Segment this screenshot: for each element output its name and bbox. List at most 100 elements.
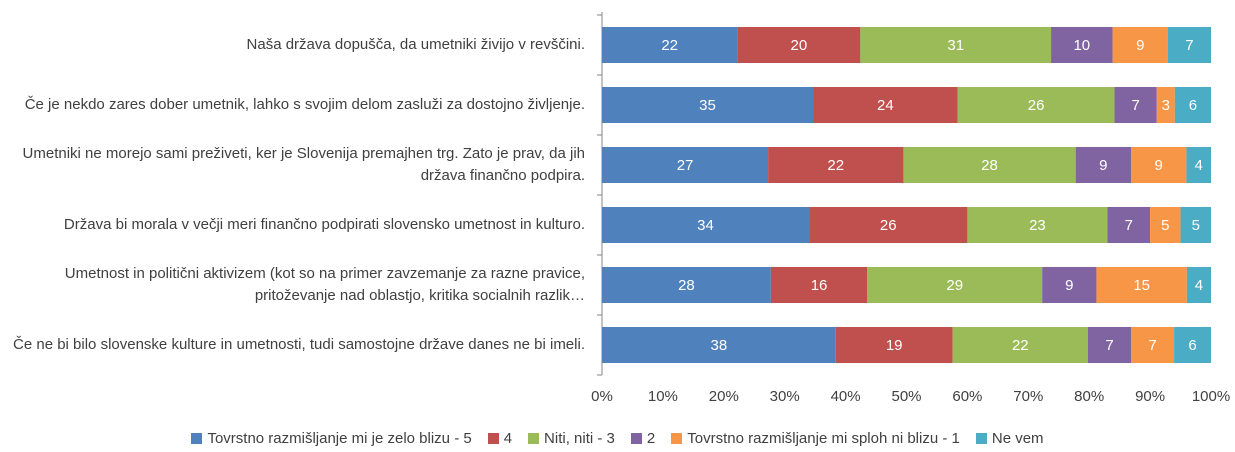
bar-segment <box>835 327 953 363</box>
data-label: 7 <box>1148 337 1156 354</box>
bar-segment <box>602 27 738 63</box>
data-label: 9 <box>1099 157 1107 174</box>
bar-segment <box>1051 27 1113 63</box>
data-label: 7 <box>1105 337 1113 354</box>
data-label: 22 <box>827 157 844 174</box>
x-tick-label: 30% <box>770 388 800 405</box>
bar-segment <box>770 267 868 303</box>
category-label: Umetniki ne morejo sami preživeti, ker j… <box>0 135 585 195</box>
legend: Tovrstno razmišljanje mi je zelo blizu -… <box>0 430 1235 447</box>
category-label: Če je nekdo zares dober umetnik, lahko s… <box>0 75 585 135</box>
legend-label: 2 <box>646 430 656 447</box>
data-label: 26 <box>1028 97 1045 114</box>
data-label: 28 <box>981 157 998 174</box>
x-tick-label: 50% <box>891 388 921 405</box>
data-label: 4 <box>1195 157 1203 174</box>
bar-segment <box>1087 327 1132 363</box>
data-label: 9 <box>1136 37 1144 54</box>
x-tick-label: 80% <box>1074 388 1104 405</box>
x-tick-label: 0% <box>591 388 613 405</box>
data-label: 38 <box>711 337 728 354</box>
category-text: Če ne bi bilo slovenske kulture in umetn… <box>13 336 585 353</box>
data-label: 15 <box>1133 277 1150 294</box>
bar-segment <box>967 207 1108 243</box>
x-tick-label: 20% <box>709 388 739 405</box>
legend-swatch <box>191 433 203 444</box>
bar-segment <box>1186 267 1211 303</box>
bar-segment <box>602 267 771 303</box>
bar-segment <box>1180 207 1211 243</box>
legend-label: Ne vem <box>991 430 1044 447</box>
category-label: Država bi morala v večji meri finančno p… <box>0 195 585 255</box>
legend-item: Tovrstno razmišljanje mi sploh ni blizu … <box>671 430 960 447</box>
category-text: Umetnost in politični aktivizem (kot so … <box>64 265 585 304</box>
bar-segment <box>1075 147 1132 183</box>
data-label: 10 <box>1073 37 1090 54</box>
category-text: Če je nekdo zares dober umetnik, lahko s… <box>24 96 585 113</box>
legend-swatch <box>671 433 683 444</box>
data-label: 7 <box>1125 217 1133 234</box>
data-label: 34 <box>697 217 714 234</box>
bar-segment <box>1096 267 1187 303</box>
legend-swatch <box>630 433 642 444</box>
legend-label: 4 <box>503 430 513 447</box>
x-tick-label: 100% <box>1192 388 1230 405</box>
bar-segment <box>867 267 1043 303</box>
data-label: 19 <box>886 337 903 354</box>
bar-segment <box>1107 207 1151 243</box>
category-text: Umetniki ne morejo sami preživeti, ker j… <box>22 145 585 184</box>
data-label: 6 <box>1189 97 1197 114</box>
category-label: Umetnost in politični aktivizem (kot so … <box>0 255 585 315</box>
data-label: 5 <box>1161 217 1169 234</box>
legend-swatch <box>528 433 540 444</box>
data-label: 28 <box>678 277 695 294</box>
x-tick-label: 90% <box>1135 388 1165 405</box>
data-label: 3 <box>1162 97 1170 114</box>
bar-segment <box>1156 87 1175 123</box>
legend-item: Niti, niti - 3 <box>528 430 615 447</box>
bar-segment <box>602 87 814 123</box>
data-label: 24 <box>877 97 894 114</box>
legend-item: 2 <box>630 430 656 447</box>
legend-item: Ne vem <box>975 430 1044 447</box>
legend-swatch <box>975 433 987 444</box>
data-label: 16 <box>811 277 828 294</box>
bar-segment <box>1174 87 1211 123</box>
legend-swatch <box>487 433 499 444</box>
data-label: 22 <box>661 37 678 54</box>
bar-segment <box>1131 147 1187 183</box>
legend-item: Tovrstno razmišljanje mi je zelo blizu -… <box>191 430 472 447</box>
category-text: Naša država dopušča, da umetniki živijo … <box>246 36 585 53</box>
bar-segment <box>1112 27 1168 63</box>
data-label: 31 <box>947 37 964 54</box>
legend-item: 4 <box>487 430 513 447</box>
bar-segment <box>1186 147 1211 183</box>
data-label: 5 <box>1192 217 1200 234</box>
data-label: 7 <box>1185 37 1193 54</box>
bar-segment <box>1150 207 1181 243</box>
data-label: 27 <box>677 157 694 174</box>
bar-segment <box>768 147 904 183</box>
bar-segment <box>813 87 958 123</box>
data-label: 9 <box>1065 277 1073 294</box>
x-tick-label: 10% <box>648 388 678 405</box>
bar-segment <box>1167 27 1211 63</box>
data-label: 6 <box>1188 337 1196 354</box>
data-label: 26 <box>880 217 897 234</box>
data-label: 7 <box>1131 97 1139 114</box>
bar-segment <box>602 147 769 183</box>
data-label: 35 <box>699 97 716 114</box>
x-tick-label: 40% <box>831 388 861 405</box>
bar-segment <box>1114 87 1157 123</box>
legend-label: Tovrstno razmišljanje mi sploh ni blizu … <box>687 430 960 447</box>
bar-segment <box>1131 327 1175 363</box>
bar-segment <box>1042 267 1097 303</box>
bar-segment <box>602 207 810 243</box>
bar-segment <box>952 327 1088 363</box>
bar-segment <box>957 87 1115 123</box>
bar-segment <box>860 27 1052 63</box>
data-label: 9 <box>1155 157 1163 174</box>
data-label: 4 <box>1195 277 1203 294</box>
x-tick-label: 60% <box>952 388 982 405</box>
